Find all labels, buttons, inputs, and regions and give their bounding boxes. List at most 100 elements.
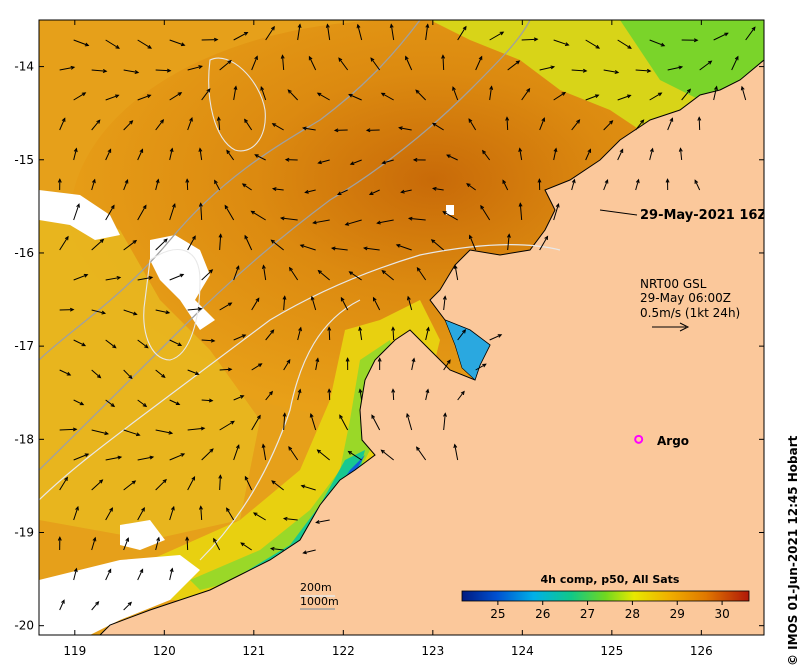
current-arrow (91, 369, 101, 379)
current-legend-source: NRT00 GSL (640, 277, 707, 291)
current-arrowhead (147, 44, 153, 49)
current-arrowhead (462, 25, 467, 31)
current-arrow (289, 267, 299, 281)
current-arrowhead (218, 233, 223, 238)
current-arrowhead (594, 94, 600, 99)
current-arrow (137, 569, 144, 581)
current-arrowhead (415, 89, 420, 94)
current-arrow (305, 189, 316, 194)
current-arrowhead (239, 395, 245, 399)
current-arrow (396, 244, 412, 251)
current-vectors (57, 23, 756, 611)
current-arrowhead (261, 264, 266, 269)
current-arrowhead (561, 91, 567, 96)
current-arrow (219, 302, 232, 311)
current-arrowhead (344, 221, 350, 226)
current-arrowhead (73, 147, 78, 153)
current-arrow (283, 296, 286, 311)
current-arrow (345, 219, 362, 226)
current-arrow (219, 475, 221, 491)
coastal-teal-band (240, 450, 365, 575)
current-arrowhead (665, 178, 670, 183)
current-arrow (405, 56, 413, 71)
king-sound-water (444, 319, 491, 381)
current-arrow (425, 389, 429, 401)
current-arrowhead (284, 157, 290, 162)
current-arrowhead (117, 455, 123, 460)
current-arrowhead (425, 326, 430, 332)
current-arrowhead (227, 59, 232, 65)
current-arrow (123, 309, 137, 315)
current-arrowhead (155, 178, 160, 184)
current-arrowhead (139, 148, 144, 153)
current-arrow (251, 298, 260, 311)
current-arrow (457, 329, 466, 341)
current-arrowhead (478, 55, 483, 61)
current-arrow (201, 88, 211, 101)
current-arrow (201, 339, 215, 342)
current-arrowhead (571, 178, 576, 184)
current-arrowhead (678, 147, 683, 152)
current-arrowhead (101, 310, 107, 315)
current-arrow (91, 479, 103, 491)
current-arrowhead (381, 269, 386, 275)
current-arrowhead (316, 449, 322, 454)
current-arrow (571, 179, 575, 191)
current-arrow (452, 86, 459, 101)
current-arrowhead (198, 65, 203, 69)
current-arrow (489, 31, 504, 41)
current-arrow (123, 179, 129, 191)
current-arrowhead (279, 216, 285, 221)
current-arrowhead (627, 45, 632, 49)
current-arrow (318, 159, 330, 164)
current-arrowhead (288, 446, 293, 451)
current-arrowhead (233, 85, 238, 91)
current-arrowhead (481, 149, 487, 155)
colorbar-tick-label: 30 (714, 607, 729, 621)
current-arrowhead (482, 363, 487, 368)
current-arrowhead (81, 342, 87, 347)
current-arrow (315, 358, 319, 371)
current-arrow (105, 569, 112, 581)
current-arrowhead (200, 426, 206, 431)
current-arrow (446, 154, 458, 161)
current-arrow (416, 446, 427, 461)
contour-eddy (208, 57, 266, 152)
current-arrowhead (73, 567, 78, 573)
current-arrow (59, 118, 66, 131)
current-arrow (317, 92, 330, 101)
current-arrow (123, 429, 140, 436)
current-arrowhead (75, 505, 79, 511)
current-arrow (187, 369, 199, 375)
current-arrow (359, 389, 363, 401)
current-arrowhead (325, 23, 330, 28)
current-arrowhead (255, 297, 260, 302)
current-arrow (200, 203, 203, 221)
lon-tick-label: 120 (153, 644, 176, 658)
current-arrowhead (116, 276, 122, 280)
current-arrowhead (109, 507, 113, 512)
current-arrowhead (282, 412, 287, 417)
current-arrow (585, 94, 599, 101)
current-arrow (287, 89, 299, 101)
current-arrow (585, 149, 591, 161)
current-arrowhead (280, 54, 285, 59)
current-arrowhead (405, 55, 409, 61)
current-arrowhead (240, 542, 245, 547)
current-arrow (59, 600, 65, 611)
current-arrow (303, 127, 316, 131)
current-arrow (265, 391, 273, 401)
current-arrow (741, 86, 747, 101)
current-arrowhead (57, 178, 62, 183)
current-arrowhead (316, 92, 322, 97)
current-arrowhead (678, 65, 684, 70)
current-arrow (137, 149, 143, 161)
current-arrowhead (141, 507, 145, 512)
current-arrowhead (614, 70, 620, 74)
current-arrowhead (96, 374, 102, 379)
current-scale-arrowhead (679, 322, 690, 332)
current-arrowhead (430, 239, 436, 244)
lat-tick-label: -14 (14, 60, 34, 74)
current-arrowhead (209, 448, 214, 453)
current-arrow (187, 476, 195, 491)
